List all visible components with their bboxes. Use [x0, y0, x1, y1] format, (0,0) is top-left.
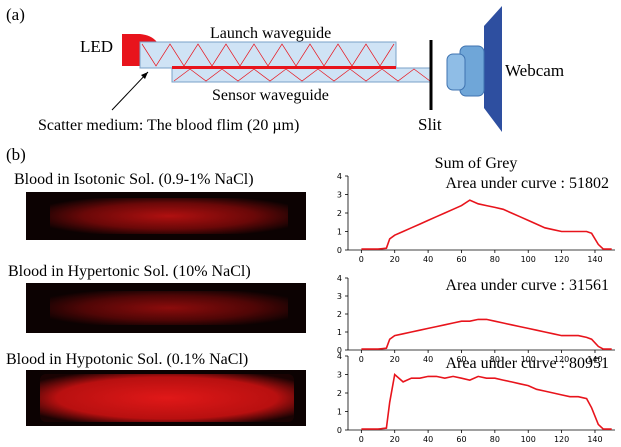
sample-glow [50, 291, 288, 325]
webcam-body [484, 6, 502, 132]
y-tick-label: 3 [337, 292, 342, 301]
x-tick-label: 80 [490, 255, 500, 264]
x-tick-label: 40 [423, 255, 433, 264]
panel-label: (b) [6, 145, 26, 164]
y-tick-label: 1 [337, 328, 342, 337]
data-line [361, 375, 611, 430]
annotation: Area under curve : 80951 [446, 355, 610, 372]
webcam-label: Webcam [505, 61, 564, 80]
slit-label: Slit [418, 115, 442, 134]
x-tick-label: 40 [423, 435, 433, 444]
x-tick-label: 140 [587, 255, 602, 264]
sample-glow [50, 198, 288, 234]
y-tick-label: 2 [337, 209, 342, 218]
x-tick-label: 140 [587, 435, 602, 444]
lens [447, 54, 465, 90]
x-tick-label: 20 [390, 355, 400, 364]
sample-caption: Blood in Hypotonic Sol. (0.1% NaCl) [6, 351, 248, 368]
x-tick-label: 20 [390, 255, 400, 264]
panel-label: (a) [6, 5, 25, 24]
figure: (a) LED Launch waveguide Sensor waveguid… [0, 0, 621, 447]
pointer-arrow [112, 72, 148, 110]
scatter-label: Scatter medium: The blood flim (20 µm) [38, 117, 299, 134]
x-tick-label: 100 [521, 255, 536, 264]
y-tick-label: 3 [337, 191, 342, 200]
y-tick-label: 4 [337, 274, 342, 283]
x-tick-label: 120 [554, 255, 569, 264]
y-tick-label: 1 [337, 228, 342, 237]
y-tick-label: 4 [337, 352, 342, 361]
y-tick-label: 2 [337, 310, 342, 319]
y-tick-label: 4 [337, 172, 342, 181]
annotation: Area under curve : 51802 [446, 175, 610, 192]
x-tick-label: 0 [359, 355, 364, 364]
sample-glow [40, 374, 294, 422]
x-tick-label: 80 [490, 435, 500, 444]
launch-waveguide [140, 42, 396, 68]
x-tick-label: 20 [390, 435, 400, 444]
x-tick-label: 60 [456, 255, 466, 264]
led-label: LED [80, 37, 113, 56]
data-line [361, 319, 611, 349]
blood-film [172, 66, 396, 69]
sensor-label: Sensor waveguide [212, 87, 329, 104]
x-tick-label: 60 [456, 435, 466, 444]
x-tick-label: 40 [423, 355, 433, 364]
sample-caption: Blood in Isotonic Sol. (0.9-1% NaCl) [14, 171, 254, 188]
y-tick-label: 3 [337, 371, 342, 380]
data-line [361, 200, 611, 249]
y-tick-label: 0 [337, 246, 342, 255]
y-tick-label: 2 [337, 389, 342, 398]
x-tick-label: 0 [359, 435, 364, 444]
x-tick-label: 100 [521, 435, 536, 444]
launch-label: Launch waveguide [210, 25, 331, 42]
x-tick-label: 120 [554, 435, 569, 444]
chart-title: Sum of Grey [435, 155, 518, 172]
annotation: Area under curve : 31561 [446, 277, 610, 294]
y-tick-label: 0 [337, 426, 342, 435]
x-tick-label: 0 [359, 255, 364, 264]
sample-caption: Blood in Hypertonic Sol. (10% NaCl) [8, 263, 251, 280]
y-tick-label: 1 [337, 408, 342, 417]
